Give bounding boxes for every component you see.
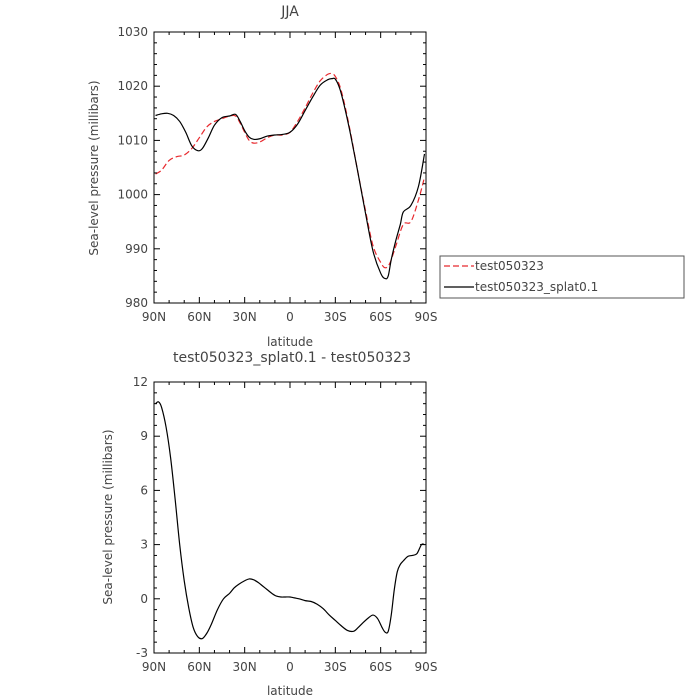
x-tick-label: 30S bbox=[324, 310, 347, 324]
legend-label-test050323-splat0.1: test050323_splat0.1 bbox=[475, 280, 598, 294]
bottom-chart-ticks: 90N 60N 30N 0 30S 60S 90S -3 0 3 6 9 12 bbox=[133, 375, 438, 674]
x-tick-label: 0 bbox=[286, 660, 294, 674]
top-chart-frame bbox=[153, 31, 427, 304]
series-line-1 bbox=[155, 77, 426, 280]
x-tick-label: 60N bbox=[187, 660, 211, 674]
x-tick-label: 60N bbox=[187, 310, 211, 324]
x-tick-label: 60S bbox=[369, 660, 392, 674]
bottom-chart-series bbox=[155, 401, 425, 640]
y-tick-label: 6 bbox=[140, 483, 148, 497]
y-tick-label: -3 bbox=[136, 646, 148, 660]
y-tick-label: 1010 bbox=[117, 133, 148, 147]
legend-label-test050323: test050323 bbox=[475, 259, 544, 273]
x-tick-label: 30S bbox=[324, 660, 347, 674]
x-tick-label: 60S bbox=[369, 310, 392, 324]
x-tick-label: 0 bbox=[286, 310, 294, 324]
y-tick-label: 1020 bbox=[117, 79, 148, 93]
bottom-chart-frame bbox=[153, 381, 427, 654]
x-tick-label: 30N bbox=[233, 310, 257, 324]
top-chart-legend: test050323 test050323_splat0.1 bbox=[439, 255, 685, 299]
bottom-chart-ylabel: Sea-level pressure (millibars) bbox=[101, 429, 115, 604]
y-tick-label: 990 bbox=[125, 242, 148, 256]
x-tick-label: 90N bbox=[142, 660, 166, 674]
y-tick-label: 0 bbox=[140, 592, 148, 606]
top-chart-xlabel: latitude bbox=[267, 335, 313, 349]
top-chart-ticks: 90N 60N 30N 0 30S 60S 90S 980 990 1000 1010 1020 103… bbox=[117, 25, 437, 324]
bottom-chart-xlabel: latitude bbox=[267, 684, 313, 698]
x-tick-label: 30N bbox=[233, 660, 257, 674]
x-tick-label: 90S bbox=[415, 310, 438, 324]
top-chart-series bbox=[155, 72, 426, 280]
top-chart-ylabel: Sea-level pressure (millibars) bbox=[87, 80, 101, 255]
top-chart: JJA 90N 60N 30N 0 30S 60S 90S 980 990 1000 1010 102… bbox=[87, 4, 685, 349]
series-line-0 bbox=[155, 72, 426, 269]
y-tick-label: 1030 bbox=[117, 25, 148, 39]
y-tick-label: 9 bbox=[140, 429, 148, 443]
x-tick-label: 90N bbox=[142, 310, 166, 324]
series-line-0 bbox=[155, 401, 425, 640]
y-tick-label: 1000 bbox=[117, 188, 148, 202]
bottom-chart: test050323_splat0.1 - test050323 90N 60N 3… bbox=[101, 350, 437, 698]
y-tick-label: 12 bbox=[133, 375, 148, 389]
top-chart-title: JJA bbox=[280, 4, 299, 20]
y-tick-label: 980 bbox=[125, 296, 148, 310]
legend-box bbox=[439, 255, 685, 299]
x-tick-label: 90S bbox=[415, 660, 438, 674]
bottom-chart-title: test050323_splat0.1 - test050323 bbox=[173, 350, 411, 366]
y-tick-label: 3 bbox=[140, 538, 148, 552]
